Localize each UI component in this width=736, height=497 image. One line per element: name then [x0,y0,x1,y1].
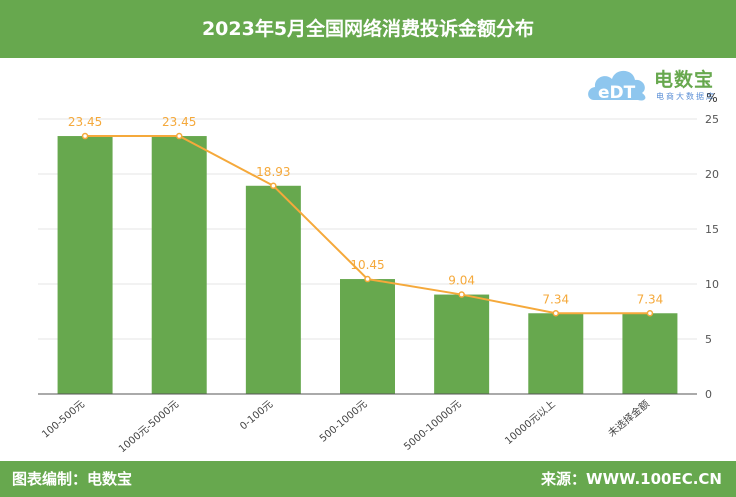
x-tick-label: 10000元以上 [503,398,558,447]
data-label: 7.34 [637,292,664,306]
logo-mark: eDT [598,83,636,103]
logo-name: 电数宝 [654,69,715,91]
x-tick-label: 100-500元 [40,399,87,441]
line-point [270,182,277,190]
y-tick-label: 5 [705,333,712,346]
brand-logo: eDT 电数宝 电商大数据库 [586,62,714,106]
line-point [81,132,89,140]
bar [434,294,490,394]
data-labels: 23.45 23.45 18.93 10.45 9.04 7.34 7.34 [68,115,663,306]
data-label: 23.45 [68,115,102,129]
x-tick-label: 1000元-5000元 [117,399,181,455]
data-label: 10.45 [350,258,384,272]
bar [245,185,301,394]
line-point [552,310,560,317]
trend-line [81,132,654,317]
y-tick-label: 0 [705,388,712,401]
line-point [175,132,183,140]
y-tick-label: 20 [705,168,719,181]
data-label: 9.04 [448,274,475,288]
x-tick-label: 未选择金额 [605,397,652,439]
header-bar: 2023年5月全国网络消费投诉金额分布 [0,0,736,58]
x-tick-label: 0-100元 [238,399,275,433]
bar [151,136,207,395]
bar [340,279,395,394]
y-tick-label: 15 [705,223,719,236]
line-point [646,310,654,317]
logo-subtitle: 电商大数据库 [656,92,716,101]
data-label: 7.34 [542,292,569,306]
bar [57,136,113,395]
bar-line-chart: 23.45 23.45 18.93 10.45 9.04 7.34 7.34 0 5 10 15 2… [38,91,719,455]
y-tick-label: 10 [705,278,719,291]
y-axis-unit: % [706,91,717,105]
bar [622,313,678,394]
chart-title: 2023年5月全国网络消费投诉金额分布 [201,18,535,40]
y-tick-label: 25 [705,113,719,126]
x-tick-label: 5000-10000元 [402,399,463,453]
x-tick-label: 500-1000元 [318,399,370,445]
data-label: 23.45 [162,115,196,129]
footer-source: 来源：WWW.100EC.CN [541,470,722,488]
line-point [458,291,465,298]
bars [57,136,678,395]
footer-bar: 图表编制：电数宝 来源：WWW.100EC.CN [0,461,736,497]
footer-credit: 图表编制：电数宝 [12,470,133,488]
line-point [364,275,371,283]
bar [528,313,584,394]
cloud-logo-icon: eDT [588,70,646,103]
data-label: 18.93 [256,165,290,179]
